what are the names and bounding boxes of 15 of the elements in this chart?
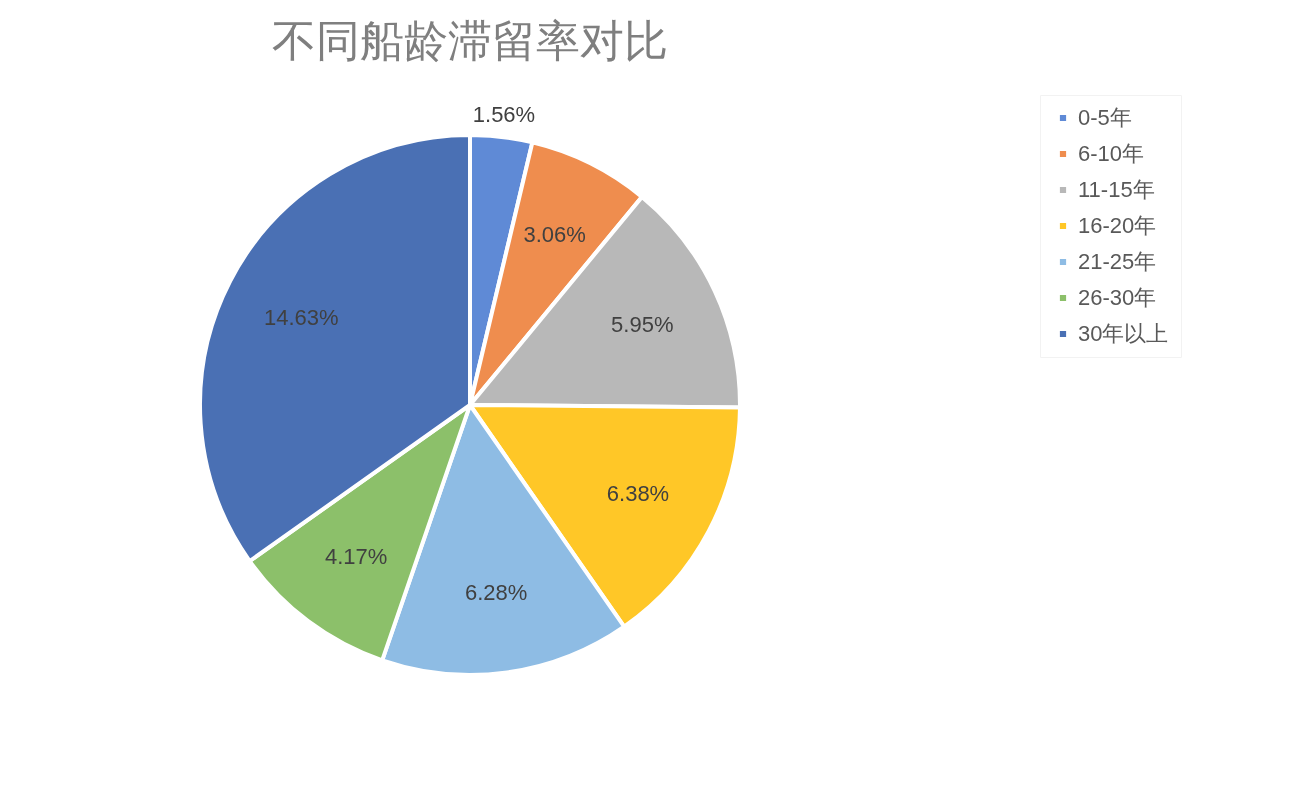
legend-label: 30年以上 bbox=[1078, 321, 1169, 346]
legend-label: 21-25年 bbox=[1078, 249, 1157, 274]
legend-label: 16-20年 bbox=[1078, 213, 1157, 238]
legend-label: 0-5年 bbox=[1078, 105, 1132, 130]
data-label: 3.06% bbox=[523, 221, 586, 247]
legend-label: 6-10年 bbox=[1078, 141, 1145, 166]
data-label: 6.28% bbox=[464, 580, 528, 606]
data-label: 1.56% bbox=[472, 101, 536, 127]
data-label: 14.63% bbox=[263, 304, 339, 330]
data-label: 6.38% bbox=[606, 480, 670, 506]
chart-title: 不同船龄滞留率对比 bbox=[272, 15, 668, 65]
data-label: 5.95% bbox=[611, 311, 674, 337]
legend-label: 11-15年 bbox=[1078, 177, 1155, 202]
data-label: 4.17% bbox=[324, 544, 388, 570]
legend-label: 26-30年 bbox=[1078, 285, 1157, 310]
